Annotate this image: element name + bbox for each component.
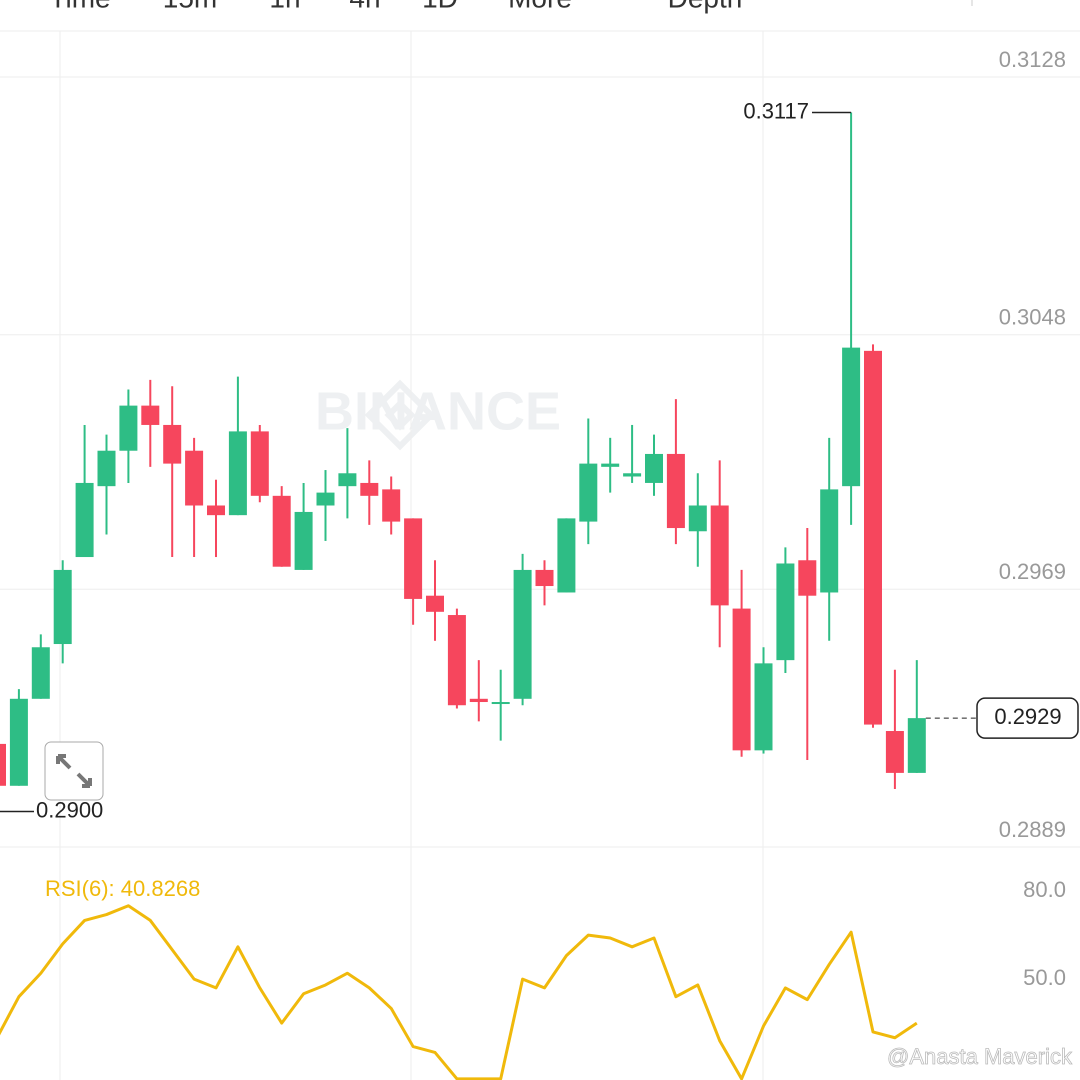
expand-button[interactable]	[44, 741, 104, 801]
candle-body	[907, 718, 926, 773]
watermark-logo	[364, 379, 436, 451]
candle-body	[163, 424, 182, 464]
candle-body	[579, 463, 598, 522]
candle-body	[31, 647, 50, 699]
candle-body	[207, 505, 225, 516]
candle-body	[864, 350, 882, 725]
candle-body	[119, 405, 138, 451]
candle-body	[9, 698, 28, 786]
candle-body	[250, 431, 269, 496]
candle-body	[75, 482, 94, 558]
expand-icon	[56, 754, 92, 788]
candle-body	[294, 511, 313, 570]
candle-body	[53, 569, 72, 645]
low-label: 0.2900	[36, 797, 103, 822]
candle-body	[447, 615, 466, 706]
tab[interactable]: 15m	[163, 0, 217, 13]
candle-body	[338, 473, 357, 487]
candle-body	[885, 731, 904, 773]
candle-body	[272, 495, 291, 567]
rsi-line	[0, 904, 918, 1080]
candle-body	[185, 450, 204, 506]
high-label: 0.3117	[743, 98, 809, 123]
candle-body	[688, 505, 707, 532]
candle-body	[601, 463, 620, 467]
candle-body	[426, 595, 444, 612]
candle-body	[491, 702, 510, 705]
candle-body	[798, 560, 817, 596]
tab[interactable]: 1h	[269, 0, 300, 13]
last-price-box	[976, 697, 1079, 739]
candle-body	[645, 453, 663, 483]
candle-body	[141, 405, 160, 425]
indicator-tick-label: 80.0	[1023, 877, 1066, 902]
y-tick-label: 0.2889	[999, 817, 1066, 842]
last-price-label: 0.2929	[994, 704, 1061, 729]
tab[interactable]: Time	[49, 0, 110, 13]
tab[interactable]: 4h	[349, 0, 380, 13]
candle-body	[776, 563, 795, 661]
candle-body	[513, 569, 532, 699]
candle-body	[623, 473, 642, 477]
candle-body	[666, 453, 685, 529]
candle-body	[557, 518, 576, 593]
candle-body	[228, 431, 247, 516]
candle-body	[382, 489, 401, 522]
y-tick-label: 0.3128	[999, 47, 1066, 72]
candle-body	[732, 608, 751, 751]
tab[interactable]: 1D	[422, 0, 458, 13]
candle-body	[820, 489, 839, 593]
candle-body	[404, 518, 423, 599]
candle-body	[535, 569, 554, 587]
credit: @Anasta Maverick	[887, 1044, 1073, 1069]
candle-body	[842, 347, 861, 487]
y-tick-label: 0.3048	[999, 305, 1066, 330]
candle-body	[469, 698, 488, 703]
candle-body	[360, 482, 379, 496]
candle-body	[710, 505, 729, 606]
candle-body	[316, 492, 335, 506]
candle-body	[0, 743, 6, 786]
y-tick-label: 0.2969	[999, 559, 1066, 584]
tab[interactable]: More	[508, 0, 572, 13]
tab[interactable]: Depth	[668, 0, 743, 13]
indicator-label: RSI(6): 40.8268	[45, 876, 200, 901]
candle-body	[97, 450, 116, 487]
watermark: BINANCE	[315, 381, 561, 441]
indicator-tick-label: 50.0	[1023, 965, 1066, 990]
candle-body	[754, 663, 773, 751]
